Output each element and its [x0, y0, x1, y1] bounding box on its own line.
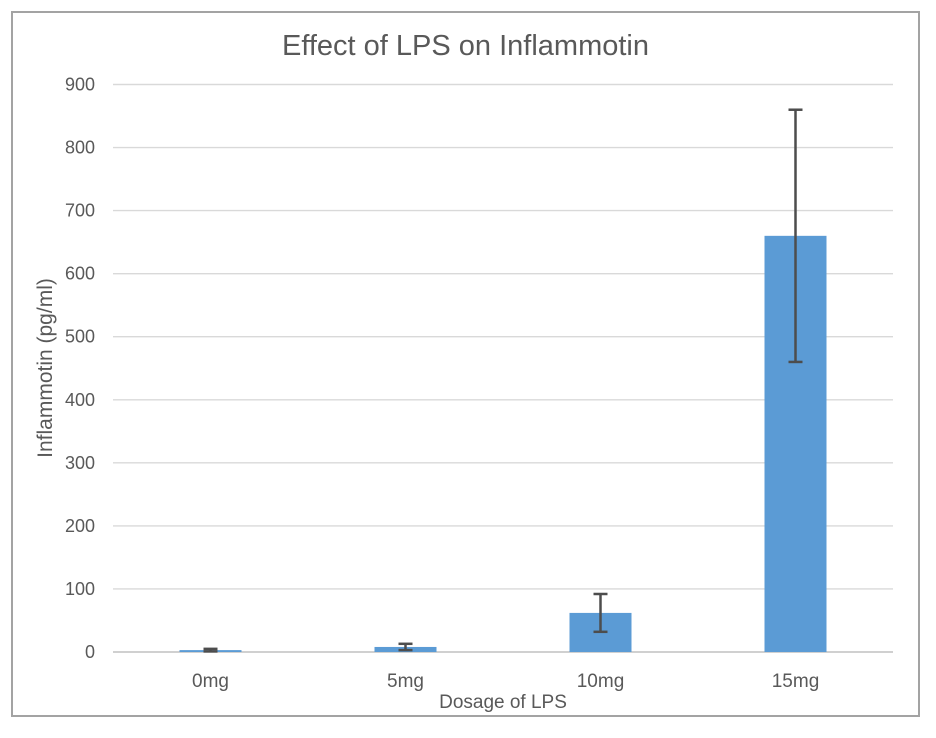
y-tick-label: 500 [65, 327, 95, 347]
y-tick-label: 300 [65, 453, 95, 473]
x-tick-label: 0mg [192, 671, 229, 692]
y-tick-label: 700 [65, 201, 95, 221]
x-tick-label: 10mg [577, 671, 625, 692]
x-tick-label: 5mg [387, 671, 424, 692]
y-tick-label: 900 [65, 75, 95, 95]
y-tick-label: 100 [65, 579, 95, 599]
y-tick-label: 800 [65, 138, 95, 158]
x-tick-label: 15mg [772, 671, 820, 692]
y-tick-label: 600 [65, 264, 95, 284]
chart-title: Effect of LPS on Inflammotin [282, 30, 649, 62]
y-tick-label: 0 [85, 642, 95, 662]
x-axis-title: Dosage of LPS [439, 692, 567, 713]
y-tick-label: 200 [65, 516, 95, 536]
y-tick-label: 400 [65, 390, 95, 410]
